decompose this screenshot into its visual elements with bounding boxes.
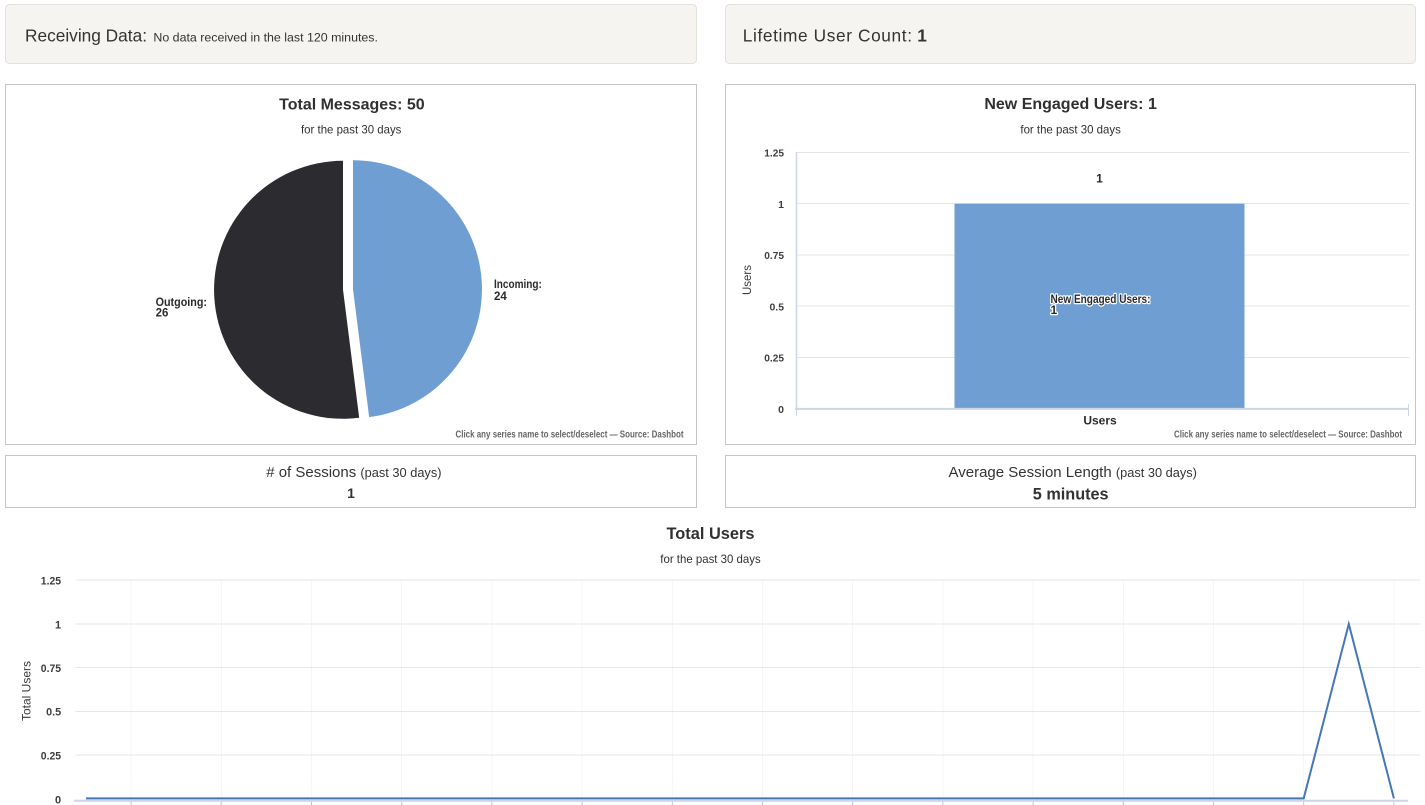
svg-text:for the past 30 days: for the past 30 days (301, 123, 401, 137)
svg-text:1: 1 (55, 619, 61, 631)
svg-text:# of Sessions (past 30 days): # of Sessions (past 30 days) (266, 464, 441, 481)
svg-text:Average Session Length (past 3: Average Session Length (past 30 days) (949, 464, 1197, 481)
svg-text:No data received in the last 1: No data received in the last 120 minutes… (153, 30, 378, 44)
svg-text:Receiving Data:: Receiving Data: (25, 25, 147, 45)
svg-text:Total Users: Total Users (667, 525, 755, 543)
svg-text:5 minutes: 5 minutes (1033, 485, 1109, 503)
svg-text:New Engaged Users: 1: New Engaged Users: 1 (984, 96, 1157, 113)
svg-text:1: 1 (1051, 303, 1058, 317)
svg-text:1: 1 (1096, 172, 1103, 186)
svg-text:for the past 30 days: for the past 30 days (1020, 123, 1120, 137)
svg-text:Click any series name to selec: Click any series name to select/deselect… (1174, 430, 1403, 441)
svg-text:New Engaged Users:: New Engaged Users: (1051, 292, 1151, 306)
svg-text:1: 1 (778, 199, 784, 211)
svg-text:1.25: 1.25 (764, 148, 784, 160)
svg-text:Users: Users (1083, 414, 1117, 428)
svg-text:1: 1 (917, 25, 927, 45)
svg-text:Total Users: Total Users (20, 661, 34, 721)
svg-text:1.25: 1.25 (41, 576, 61, 588)
svg-text:1: 1 (347, 485, 355, 501)
svg-text:0.75: 0.75 (764, 250, 784, 262)
svg-text:Users: Users (742, 265, 754, 295)
svg-text:0.25: 0.25 (764, 353, 784, 365)
svg-text:0.75: 0.75 (41, 663, 61, 675)
svg-text:Outgoing:: Outgoing: (156, 297, 207, 309)
svg-text:24: 24 (494, 291, 507, 303)
svg-text:Incoming:: Incoming: (494, 279, 542, 291)
svg-text:for the past 30 days: for the past 30 days (660, 552, 760, 566)
svg-text:0.5: 0.5 (770, 301, 785, 313)
svg-text:0.25: 0.25 (41, 750, 61, 762)
svg-text:0: 0 (55, 794, 61, 805)
svg-text:Click any series name to selec: Click any series name to select/deselect… (456, 430, 685, 441)
svg-text:0: 0 (778, 404, 784, 416)
svg-text:Lifetime User Count:: Lifetime User Count: (743, 25, 912, 45)
svg-text:0.5: 0.5 (46, 707, 61, 719)
svg-text:Total Messages: 50: Total Messages: 50 (279, 97, 425, 114)
svg-text:26: 26 (156, 307, 169, 319)
